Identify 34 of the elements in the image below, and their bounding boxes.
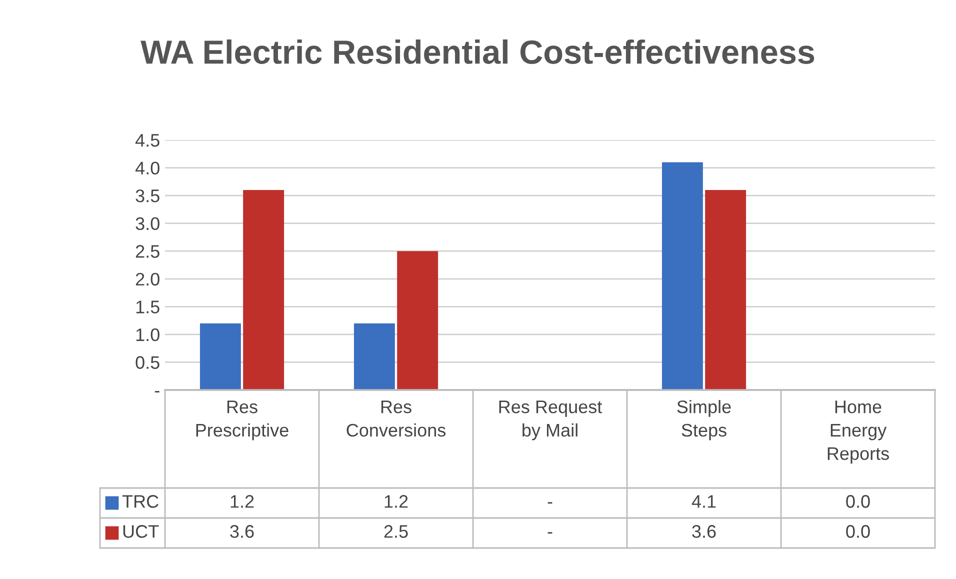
bar (397, 251, 438, 390)
data-label: 0.0 (846, 525, 870, 538)
bar (705, 190, 746, 390)
x-tick-label: Res Request by Mail (499, 400, 602, 440)
y-tick-label: 1.5 (136, 300, 160, 314)
bar (243, 190, 284, 390)
y-tick-label: 4.5 (135, 134, 160, 147)
data-label: 3.6 (692, 525, 716, 538)
y-tick-label: 2.5 (136, 245, 160, 258)
bar (662, 162, 703, 390)
y-tick-label: 1.0 (136, 328, 160, 342)
x-tick-label: Res Conversions (346, 400, 446, 437)
x-tick-label: Res Prescriptive (196, 400, 288, 440)
data-label: - (548, 532, 552, 534)
y-tick-label: 3.0 (136, 217, 160, 230)
y-tick-label: 4.0 (135, 162, 160, 174)
bar (354, 323, 395, 390)
data-label: 0.0 (846, 495, 870, 508)
x-tick-label: Home Energy Reports (828, 400, 889, 464)
data-label: 1.2 (384, 495, 408, 508)
x-tick-label: Simple Steps (677, 400, 731, 440)
legend-label: TRC (122, 495, 158, 508)
y-tick-label: 2.0 (136, 272, 160, 286)
data-label: 1.2 (230, 495, 254, 508)
data-label: 4.1 (692, 495, 716, 508)
data-label: 2.5 (384, 525, 408, 538)
y-tick-label: 3.5 (136, 189, 160, 202)
legend-label: UCT (123, 525, 159, 538)
data-label: - (548, 502, 552, 504)
y-tick-label: 0.5 (136, 356, 160, 369)
bar (200, 323, 241, 390)
chart-title: WA Electric Residential Cost-effectiveness (140, 39, 814, 64)
y-tick-label: - (154, 391, 160, 392)
data-label: 3.6 (230, 525, 254, 538)
